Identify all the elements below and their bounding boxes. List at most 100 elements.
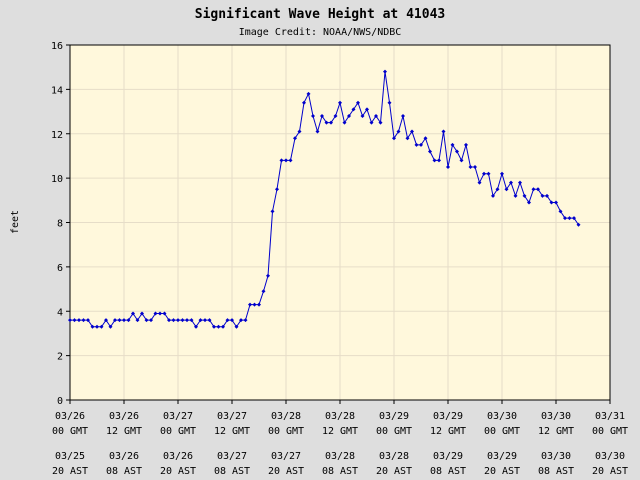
x-tick-hour: 00 GMT [160,426,196,437]
data-point [563,216,567,221]
x-tick-local-date: 03/29 [487,451,517,462]
data-point [167,318,171,323]
data-point [365,107,369,112]
data-point [153,311,158,316]
data-point [171,318,176,323]
data-point [324,120,329,125]
data-point [158,311,162,316]
data-point [225,318,230,323]
x-tick-label: 03/29 [433,411,463,422]
x-tick-local-date: 03/30 [541,451,571,462]
data-point [261,289,266,294]
subtitle: Image Credit: NOAA/NWS/NDBC [239,27,402,38]
x-tick-local-date: 03/27 [217,451,247,462]
x-tick-local-hour: 20 AST [52,466,88,477]
data-point [549,200,554,205]
data-point [176,318,180,323]
plot-border [69,44,611,401]
y-tick-label: 14 [51,85,63,96]
x-tick-hour: 00 GMT [268,426,304,437]
data-point [113,318,117,323]
data-point [266,273,270,278]
data-point [293,136,297,141]
data-point [437,158,441,163]
data-point [513,193,518,198]
data-point [342,120,347,125]
x-tick-hour: 12 GMT [214,426,250,437]
data-point [374,114,378,118]
data-point [162,311,167,316]
x-tick-local-date: 03/25 [55,451,85,462]
data-point [446,165,450,170]
data-point [234,324,239,329]
data-point [131,311,135,316]
data-point [414,142,419,147]
data-point [392,136,396,141]
data-point [288,158,293,163]
data-point [297,129,302,134]
data-point [459,158,464,163]
data-point [441,129,446,134]
data-point [455,149,459,154]
y-tick-label: 4 [57,307,63,318]
data-point [491,193,495,198]
data-point [252,302,257,307]
data-point [405,136,410,141]
x-tick-local-hour: 08 AST [322,466,358,477]
data-point [180,318,185,323]
data-point [504,187,509,192]
data-point [558,209,563,214]
data-point [81,318,86,323]
x-tick-local-date: 03/27 [271,451,301,462]
data-point [369,120,374,125]
x-tick-label: 03/26 [109,411,139,422]
data-point [576,222,581,227]
data-point [329,120,333,125]
data-point [189,318,194,323]
data-point [486,171,491,176]
data-point [216,324,221,329]
x-tick-hour: 12 GMT [322,426,358,437]
y-tick-label: 6 [57,263,63,274]
y-tick-label: 16 [51,41,63,52]
data-point [572,216,576,221]
data-point [149,318,153,323]
x-tick-local-hour: 08 AST [430,466,466,477]
data-point [95,324,99,329]
data-point [315,129,320,134]
data-point [90,324,95,329]
data-point [351,107,356,112]
data-point [473,165,477,170]
chart-title: Significant Wave Height at 41043 [195,7,445,22]
data-point [518,180,522,185]
x-tick-local-date: 03/28 [325,451,355,462]
x-tick-label: 03/26 [55,411,85,422]
x-tick-hour: 12 GMT [430,426,466,437]
x-tick-label: 03/27 [217,411,247,422]
x-tick-label: 03/30 [487,411,517,422]
data-point [567,216,572,221]
data-point [522,193,527,198]
x-tick-local-hour: 08 AST [214,466,250,477]
data-point [77,318,81,323]
data-point [356,100,360,105]
data-point [284,158,288,163]
x-tick-hour: 00 GMT [376,426,412,437]
data-point [198,318,203,323]
data-point [144,318,149,323]
data-point [221,324,225,329]
data-point [140,311,144,316]
x-tick-label: 03/30 [541,411,571,422]
data-point [275,187,279,192]
data-point [279,158,284,163]
data-point [410,129,414,134]
x-tick-local-date: 03/26 [109,451,139,462]
x-tick-local-hour: 20 AST [376,466,412,477]
data-point [509,180,513,185]
data-point [333,114,338,118]
data-point [270,209,275,214]
y-tick-label: 12 [51,130,63,141]
data-point [545,193,549,198]
x-tick-local-hour: 20 AST [268,466,304,477]
data-point [68,318,72,323]
